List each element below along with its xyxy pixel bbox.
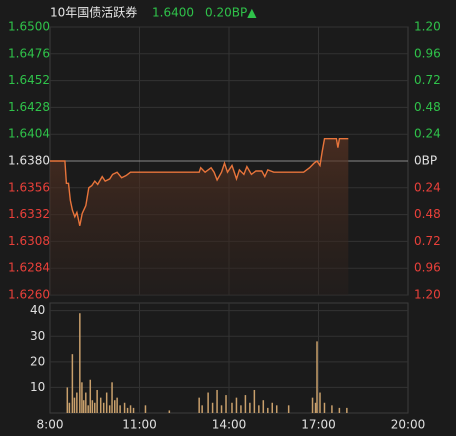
volume-bar	[331, 405, 333, 413]
volume-bar	[275, 405, 278, 413]
y-tick-label: 1.6476	[8, 46, 50, 60]
y2-tick-label: 0.96	[414, 261, 441, 275]
volume-bar	[216, 389, 218, 413]
y2-tick-label: 0.24	[414, 180, 441, 194]
volume-bar	[258, 405, 260, 413]
y-tick-label: 1.6380	[8, 154, 50, 168]
y2-tick-label: 0.96	[414, 46, 441, 60]
volume-bar	[198, 397, 200, 413]
volume-bar	[168, 410, 171, 413]
volume-bar	[267, 407, 269, 413]
volume-bar	[94, 402, 96, 413]
volume-bar	[253, 389, 256, 413]
volume-bar	[262, 400, 265, 413]
volume-bar	[87, 405, 89, 413]
volume-bar	[319, 392, 321, 413]
y2-tick-label: 0.72	[414, 234, 441, 248]
y2-tick-label: 0.48	[414, 100, 441, 114]
volume-bar	[99, 397, 102, 413]
last-price: 1.6400	[152, 6, 194, 20]
x-tick-label: 17:00	[301, 418, 336, 432]
volume-bar	[116, 397, 118, 413]
volume-bar	[231, 402, 233, 413]
instrument-name: 10年国债活跃券	[50, 5, 137, 20]
y-tick-label: 1.6428	[8, 100, 50, 114]
volume-bar	[132, 407, 135, 413]
volume-bar	[81, 382, 83, 413]
y-tick-label: 1.6500	[8, 20, 50, 34]
volume-bar	[108, 405, 111, 413]
volume-bar	[76, 392, 78, 413]
y-tick-label: 1.6260	[8, 288, 50, 302]
y-tick-label: 1.6332	[8, 207, 50, 221]
volume-bar	[96, 389, 98, 413]
volume-bar	[79, 313, 81, 413]
volume-bar	[249, 402, 251, 413]
x-tick-label: 14:00	[212, 418, 247, 432]
volume-bar	[211, 402, 214, 413]
volume-bar	[113, 400, 116, 413]
volume-bar	[73, 397, 76, 413]
y-tick-label: 1.6404	[8, 127, 50, 141]
x-tick-label: 20:00	[391, 418, 426, 432]
y2-tick-label: 1.20	[414, 288, 441, 302]
volume-bar	[111, 382, 113, 413]
volume-bar	[235, 397, 238, 413]
volume-bar	[126, 407, 129, 413]
volume-bar	[311, 397, 314, 413]
volume-bar	[244, 395, 247, 413]
volume-bar	[68, 402, 71, 413]
volume-bar	[102, 402, 105, 413]
volume-bar	[240, 405, 242, 413]
volume-bar	[85, 392, 87, 413]
volume-bar	[323, 402, 326, 413]
price-change: 0.20BP▲	[205, 6, 257, 20]
y2-tick-label: 1.20	[414, 20, 441, 34]
volume-bar	[316, 341, 318, 413]
x-tick-label: 11:00	[122, 418, 157, 432]
y2-tick-label: 0BP	[414, 154, 437, 168]
y-tick-label: 30	[30, 329, 45, 343]
volume-bar	[105, 392, 108, 413]
y2-tick-label: 0.48	[414, 207, 441, 221]
volume-bar	[91, 400, 94, 413]
y-tick-label: 20	[30, 354, 45, 368]
area-fill	[50, 138, 349, 295]
volume-bar	[271, 402, 274, 413]
y2-tick-label: 0.24	[414, 127, 441, 141]
y-tick-label: 1.6452	[8, 73, 50, 87]
y-tick-label: 40	[30, 303, 45, 317]
volume-bar	[220, 405, 223, 413]
volume-bar	[144, 405, 147, 413]
volume-bar	[207, 392, 209, 413]
volume-bar	[346, 407, 348, 413]
volume-bar	[123, 402, 126, 413]
volume-bar	[225, 395, 227, 413]
volume-bar	[66, 387, 69, 413]
volume-bar	[287, 405, 290, 413]
volume-bar	[82, 400, 85, 413]
y-tick-label: 1.6308	[8, 234, 50, 248]
volume-bar	[119, 405, 121, 413]
volume-bar	[314, 402, 317, 413]
x-tick-label: 8:00	[37, 418, 64, 432]
y-tick-label: 1.6356	[8, 180, 50, 194]
y-tick-label: 10	[30, 380, 45, 394]
y-tick-label: 1.6284	[8, 261, 50, 275]
volume-bar	[338, 407, 341, 413]
price-line	[50, 138, 349, 226]
volume-bar	[89, 379, 92, 413]
volume-bar	[129, 405, 132, 413]
volume-bar	[201, 405, 203, 413]
volume-bar	[71, 354, 74, 413]
y2-tick-label: 0.72	[414, 73, 441, 87]
